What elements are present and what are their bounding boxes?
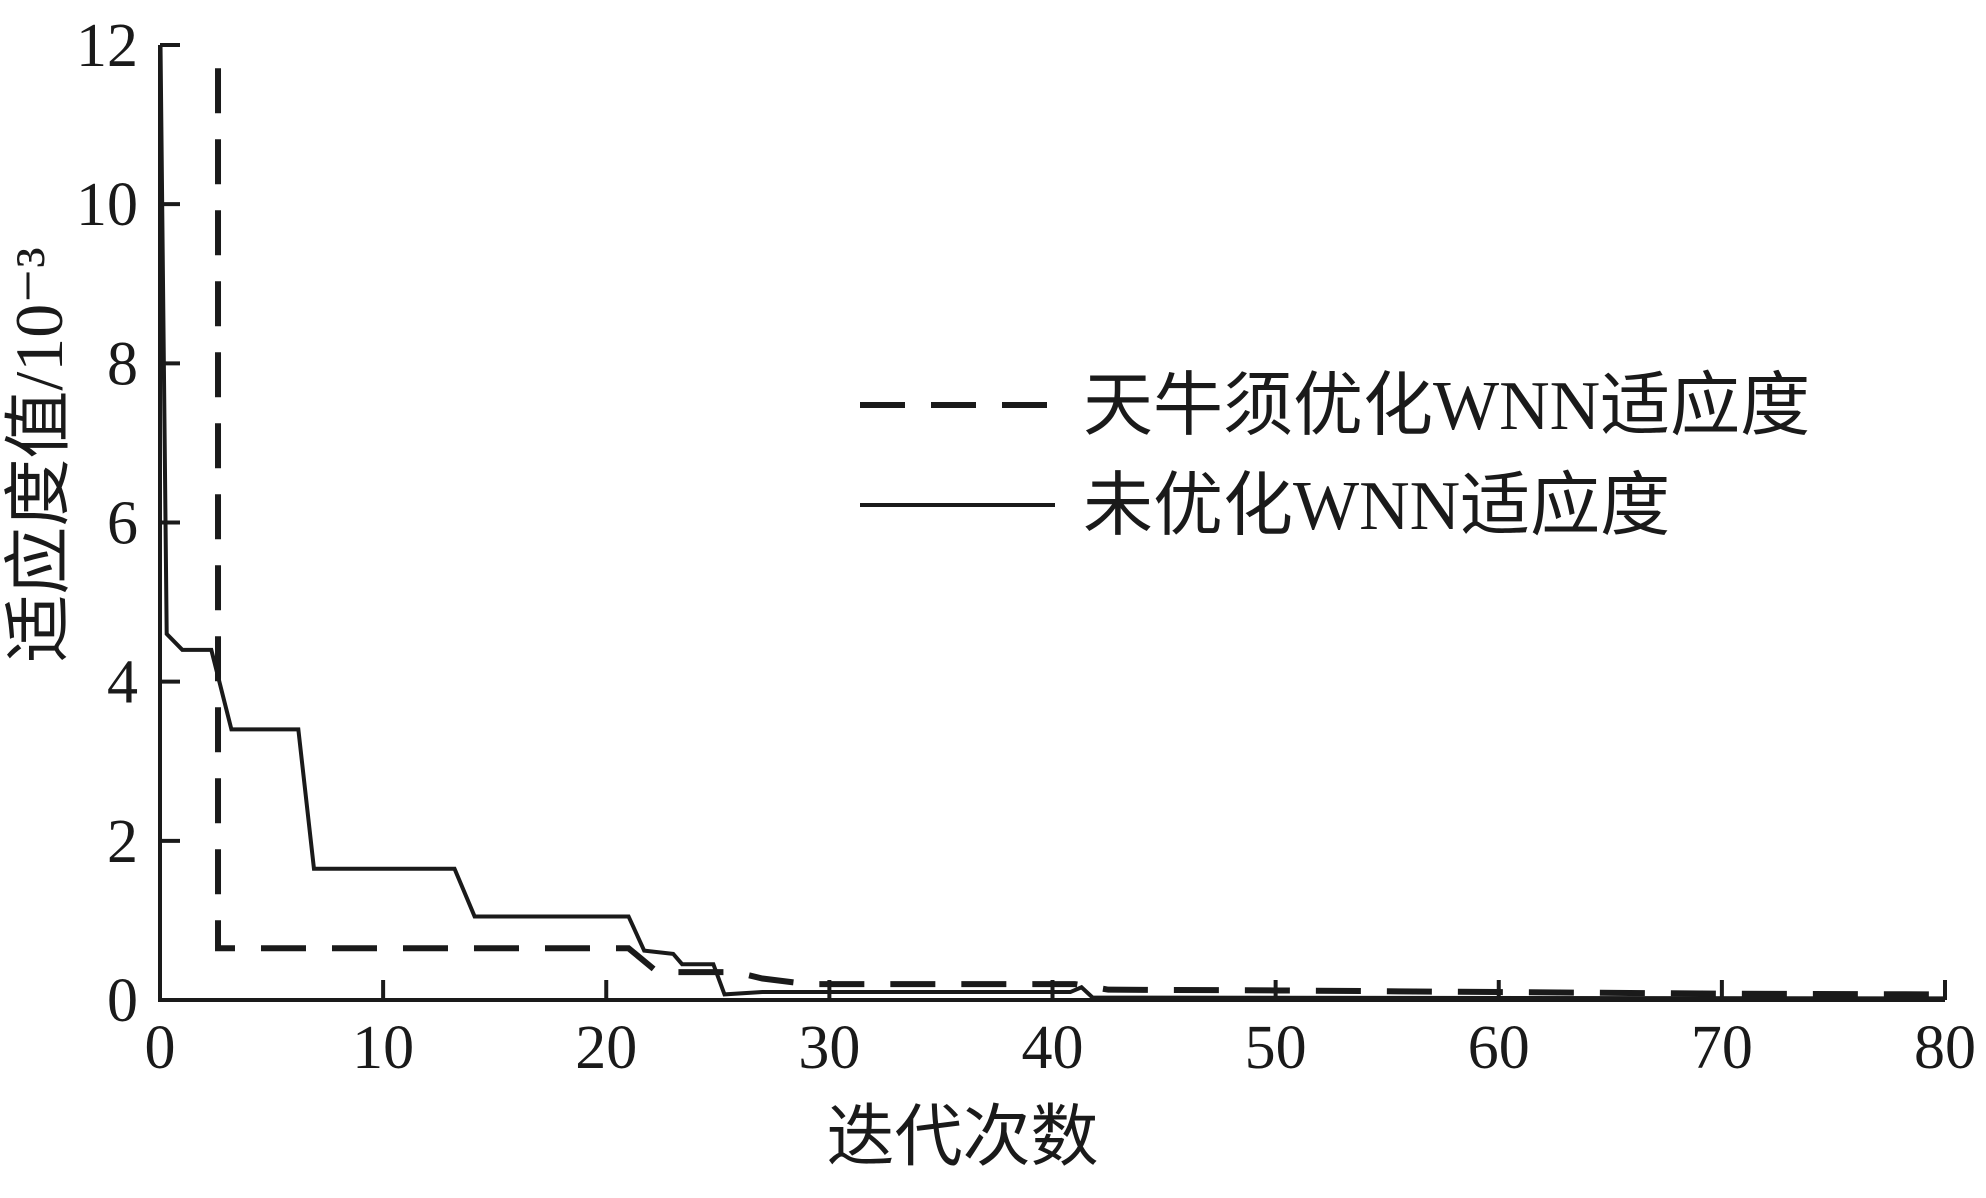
series-line-dashed: [215, 43, 1946, 998]
y-tick-label: 10: [76, 171, 138, 239]
y-axis-label: 适应度值/10⁻³: [1, 247, 77, 662]
x-axis-ticks: 0 10 20 30 40 50 60 70 80: [145, 980, 1976, 1082]
y-tick-label: 6: [107, 490, 138, 558]
series-lines: [160, 43, 1946, 1001]
x-tick-label: 30: [798, 1014, 860, 1082]
y-axis-ticks: 0 2 4 6 8 10 12: [76, 12, 180, 1035]
x-tick-label: 50: [1245, 1014, 1307, 1082]
series-line-solid: [160, 43, 1946, 1001]
y-tick-label: 4: [107, 649, 138, 717]
legend-label: 未优化WNN适应度: [1083, 468, 1670, 545]
axis-lines: [158, 45, 1945, 1002]
y-tick-label: 0: [107, 967, 138, 1035]
x-tick-label: 10: [352, 1014, 414, 1082]
x-axis-label: 迭代次数: [826, 1099, 1098, 1175]
y-tick-label: 2: [107, 808, 138, 876]
x-tick-label: 20: [575, 1014, 637, 1082]
legend-label: 天牛须优化WNN适应度: [1083, 368, 1810, 445]
x-tick-label: 0: [145, 1014, 176, 1082]
y-tick-label: 12: [76, 12, 138, 80]
axes: [158, 45, 1945, 1002]
x-tick-label: 70: [1691, 1014, 1753, 1082]
y-tick-label: 8: [107, 330, 138, 398]
x-tick-label: 80: [1914, 1014, 1976, 1082]
x-tick-label: 40: [1022, 1014, 1084, 1082]
x-tick-label: 60: [1468, 1014, 1530, 1082]
